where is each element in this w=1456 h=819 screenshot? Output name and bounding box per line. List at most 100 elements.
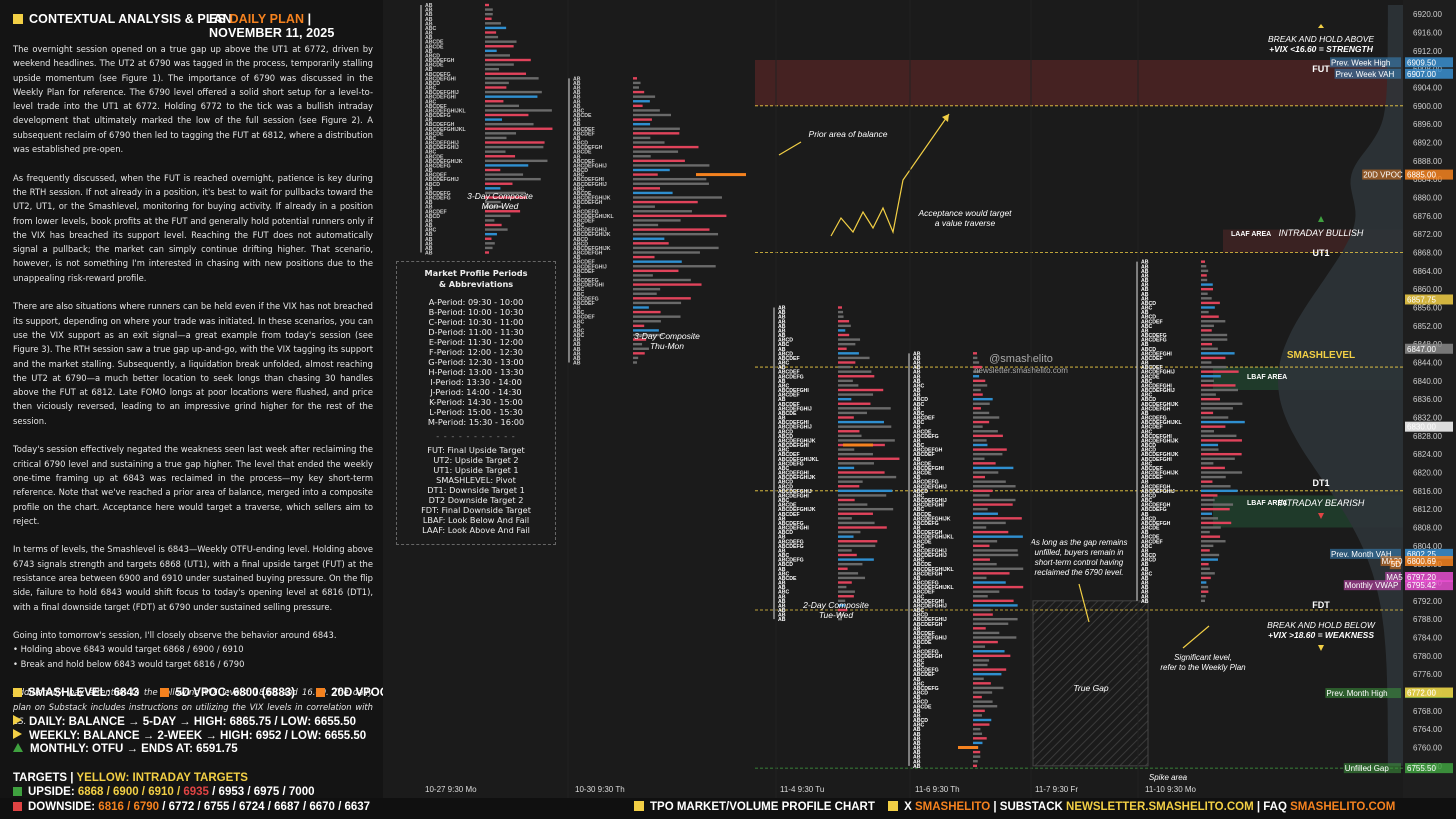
arrow-head (942, 114, 949, 122)
volume-bar (633, 177, 707, 181)
price-tick-label: 6792.00 (1413, 597, 1442, 606)
para-4: Today's session effectively negated the … (13, 444, 373, 526)
volume-bar (1201, 306, 1215, 309)
tpo-row: ABCDEFG (573, 296, 599, 302)
tpo-row: AB (573, 99, 581, 105)
tpo-row: ABCDEFG (425, 163, 451, 169)
tpo-row: ABC (913, 420, 924, 426)
tpo-row: ABCDEFGHIJ (913, 636, 947, 642)
footer-x-handle[interactable]: SMASHELITO (914, 801, 991, 813)
tpo-row: ABCDEF (1141, 466, 1163, 472)
tpo-row: ABCDEFGHIJ (913, 498, 947, 504)
volume-bar (633, 237, 665, 240)
tpo-row: ABCDEFG (778, 521, 804, 527)
ut1-label: UT1 (1312, 248, 1329, 258)
volume-bar (838, 608, 848, 612)
volume-bar (633, 104, 643, 108)
volume-bar (1201, 572, 1215, 575)
tpo-row: ABCDE (913, 512, 932, 518)
poc-bar (696, 173, 746, 177)
volume-bar (973, 379, 986, 383)
volume-bar (633, 182, 709, 185)
volume-bar (973, 402, 990, 405)
tpo-row: AB (913, 361, 921, 367)
tpo-row: AB (425, 49, 433, 55)
volume-bar (838, 512, 873, 515)
poc-bar (958, 746, 978, 749)
tpo-row: ABC (913, 658, 924, 664)
tpo-row: AB (913, 406, 921, 412)
tpo-row: ABC (573, 328, 584, 334)
tpo-row: ABCDEFGHIJK (778, 507, 816, 513)
tpo-row: ABCDEFGH (1141, 503, 1171, 509)
volume-bar (973, 705, 998, 708)
tpo-row: ABC (425, 99, 436, 105)
volume-bar (838, 604, 845, 607)
tpo-row: AB (573, 76, 581, 82)
volume-bar (1201, 420, 1245, 424)
volume-bar (485, 63, 514, 66)
tpo-row: ABCDEFGHI (778, 420, 809, 426)
price-tag-label: 20D VPOC (1363, 171, 1403, 180)
volume-bar (633, 187, 660, 190)
tpo-row: ABCDEFGHIJ (573, 264, 607, 270)
footer-substack-link[interactable]: NEWSLETTER.SMASHELITO.COM (1066, 801, 1254, 813)
volume-bar (838, 613, 844, 616)
volume-bar (838, 507, 894, 511)
tpo-row: ABCDEFGHIJK (1141, 402, 1179, 408)
price-tick-label: 6780.00 (1413, 652, 1442, 661)
tpo-row: AB (778, 416, 786, 422)
tpo-row: AB (573, 351, 581, 357)
volume-bar (1201, 562, 1209, 566)
arrow-gap (1078, 583, 1090, 623)
volume-bar (973, 627, 986, 630)
volume-bar (633, 297, 691, 300)
tpo-row: ABCDEFGHIJKL (425, 108, 466, 114)
volume-bar (485, 173, 524, 176)
tpo-row: AB (778, 594, 786, 600)
tpo-row: ABCD (425, 214, 440, 220)
footer-faq-link[interactable]: SMASHELITO.COM (1290, 801, 1396, 813)
volume-bar (1201, 379, 1214, 383)
volume-bar (838, 462, 874, 465)
tpo-row: ABC (573, 333, 584, 339)
tpo-row: AB (1141, 576, 1149, 582)
tpo-row: ABCDEF (573, 301, 595, 307)
smashlevel-square-icon (13, 688, 22, 697)
tpo-row: AB (1141, 562, 1149, 568)
tpo-row: AB (778, 319, 786, 325)
tpo-chart[interactable]: AB AB AB AB AB ABC AB AB ABCDE ABCDE AB ABCD ABCDEFG… (383, 0, 1456, 798)
volume-bar (973, 631, 1000, 635)
volume-bar (973, 613, 993, 616)
price-tag-value: 6847.00 (1407, 345, 1436, 354)
volume-bar (1201, 567, 1210, 570)
tpo-row: ABC (1141, 571, 1152, 577)
volume-bar (973, 732, 983, 735)
tpo-row: AB (1141, 296, 1149, 302)
price-tag-label: Prev. Month High (1326, 689, 1387, 698)
triangle-down-yellow (1318, 645, 1324, 651)
tpo-row: AB (573, 81, 581, 87)
tpo-row: ABCDEFGH (425, 58, 455, 64)
volume-bar (485, 67, 499, 71)
footer-faq: FAQ (1263, 801, 1287, 813)
tpo-row: AB (573, 342, 581, 348)
volume-bar (485, 90, 542, 94)
volume-bar (973, 709, 985, 713)
volume-bar (838, 471, 885, 474)
volume-bar (838, 480, 863, 483)
tpo-row: AB (425, 186, 433, 192)
volume-bar (1201, 553, 1220, 557)
volume-bar (973, 718, 992, 722)
chart-background (383, 0, 1456, 798)
volume-bar (485, 205, 503, 208)
price-tag-label-box (1330, 548, 1401, 559)
tpo-row: ABCDE (913, 704, 932, 710)
volume-bar (1201, 581, 1207, 584)
tpo-row: ABCDEFGH (1141, 484, 1171, 490)
volume-bar (1201, 439, 1242, 442)
volume-bar (838, 562, 863, 566)
volume-bar (838, 425, 892, 428)
volume-bar (485, 132, 517, 135)
tpo-row: ABCDEFGH (913, 622, 943, 628)
